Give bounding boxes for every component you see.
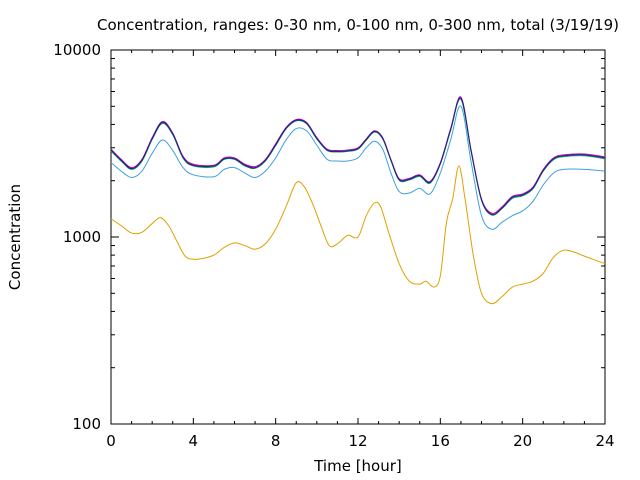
series-line-4 [110,97,606,216]
x-tick-label: 4 [189,432,199,450]
y-tick-label: 100 [72,415,101,433]
series-line-0 [110,165,606,305]
x-axis-label: Time [hour] [313,457,402,475]
chart-title: Concentration, ranges: 0-30 nm, 0-100 nm… [97,16,619,34]
tick-layer: 0 4 8 12 16 20 24 100 1000 10000 [53,41,614,450]
series-line-1 [110,105,606,230]
x-tick-label: 8 [271,432,281,450]
y-tick-label: 1000 [63,228,101,246]
y-tick-label: 10000 [53,41,101,59]
x-tick-label: 24 [595,432,614,450]
x-tick-label: 0 [106,432,116,450]
x-tick-label: 12 [348,432,367,450]
series-layer [110,96,606,305]
series-line-2 [110,96,606,214]
x-tick-label: 16 [431,432,450,450]
series-line-3 [110,98,606,216]
x-tick-label: 20 [513,432,532,450]
y-axis-label: Concentration [6,184,24,290]
